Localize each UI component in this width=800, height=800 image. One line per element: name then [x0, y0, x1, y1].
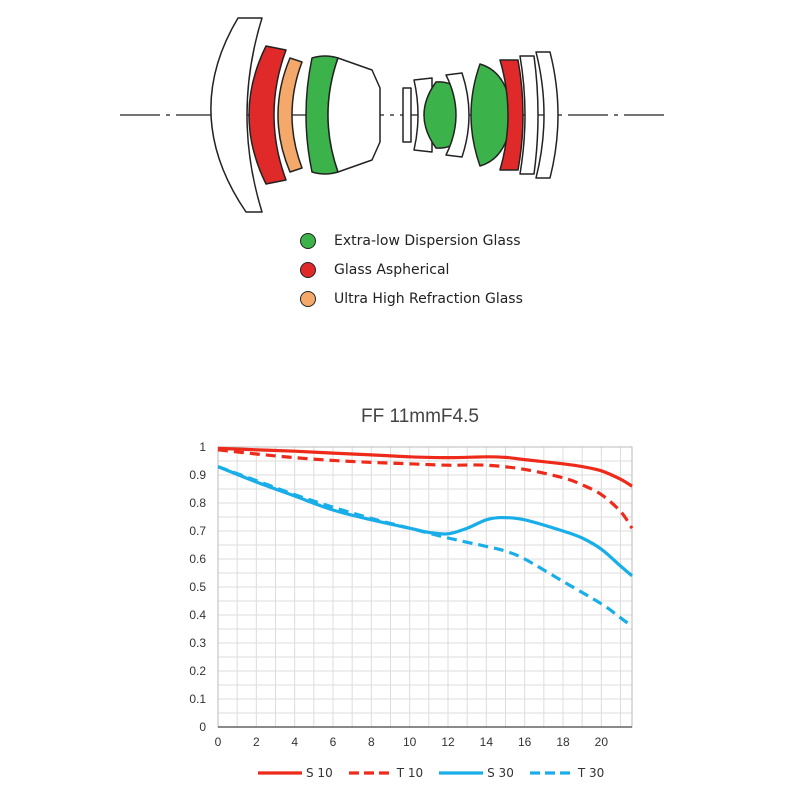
series-line-s30: [217, 465, 634, 578]
mtf-legend: S 10 T 10 S 30 T 30: [258, 766, 620, 780]
mtf-legend-label: S 10: [306, 766, 333, 780]
legend-label: Ultra High Refraction Glass: [334, 290, 523, 307]
glass-legend: Extra-low Dispersion Glass Glass Aspheri…: [300, 226, 523, 313]
mtf-legend-item: S 30: [439, 766, 514, 780]
lens-construction-diagram: [120, 17, 668, 213]
mtf-legend-item: T 10: [348, 766, 424, 780]
x-tick-label: 0: [215, 735, 222, 749]
chart-title: FF 11mmF4.5: [361, 406, 479, 427]
mtf-legend-label: T 10: [396, 766, 424, 780]
red-dot-icon: [300, 261, 316, 278]
lens-element-13: [535, 51, 559, 179]
series-line-t30: [217, 465, 633, 628]
x-tick-label: 6: [330, 735, 337, 749]
legend-item-uhr-glass: Ultra High Refraction Glass: [300, 284, 523, 313]
legend-label: Glass Aspherical: [334, 261, 450, 278]
legend-line-swatch: [258, 771, 302, 775]
series-line-s10: [217, 446, 633, 488]
x-tick-label: 20: [595, 735, 609, 749]
legend-line-swatch: [348, 771, 393, 775]
mtf-legend-item: S 10: [258, 766, 333, 780]
x-tick-label: 16: [518, 735, 532, 749]
x-tick-label: 14: [480, 735, 494, 749]
green-dot-icon: [300, 232, 316, 249]
legend-item-aspherical: Glass Aspherical: [300, 255, 523, 284]
lens-element-1: [210, 17, 263, 213]
y-tick-label: 0.4: [189, 608, 206, 622]
y-tick-label: 0.1: [189, 692, 206, 706]
mtf-chart: FF 11mmF4.5 0 2 4 6 8 10 12 14 16 18 20 0 0.1 0.2 0.3 0…: [189, 406, 634, 749]
lens-element-11: [499, 59, 524, 171]
lens-element-10: [470, 63, 513, 167]
legend-label: Extra-low Dispersion Glass: [334, 232, 521, 249]
y-tick-label: 0.8: [189, 496, 206, 510]
x-tick-label: 10: [403, 735, 417, 749]
x-tick-label: 12: [441, 735, 455, 749]
mtf-legend-label: S 30: [487, 766, 514, 780]
legend-item-ed-glass: Extra-low Dispersion Glass: [300, 226, 523, 255]
y-tick-label: 0.7: [189, 524, 206, 538]
y-tick-label: 0.6: [189, 552, 206, 566]
mtf-legend-label: T 30: [577, 766, 605, 780]
series-line-t10: [217, 448, 634, 530]
orange-dot-icon: [300, 290, 316, 307]
legend-line-swatch: [439, 771, 484, 775]
lens-element-5: [327, 57, 381, 173]
mtf-legend-item: T 30: [529, 766, 605, 780]
y-tick-label: 0: [199, 720, 206, 734]
y-tick-label: 1: [199, 440, 206, 454]
y-tick-label: 0.9: [189, 468, 206, 482]
lens-element-6: [402, 87, 412, 143]
lens-element-12: [519, 55, 539, 175]
x-tick-label: 2: [253, 735, 260, 749]
lens-element-2: [248, 45, 287, 185]
x-tick-label: 8: [368, 735, 375, 749]
y-tick-label: 0.5: [189, 580, 206, 594]
y-tick-label: 0.3: [189, 636, 206, 650]
legend-line-swatch: [529, 771, 574, 775]
lens-element-3: [277, 57, 303, 173]
y-tick-label: 0.2: [189, 664, 206, 678]
lens-element-9: [445, 72, 470, 158]
x-tick-label: 4: [291, 735, 298, 749]
x-tick-label: 18: [556, 735, 570, 749]
